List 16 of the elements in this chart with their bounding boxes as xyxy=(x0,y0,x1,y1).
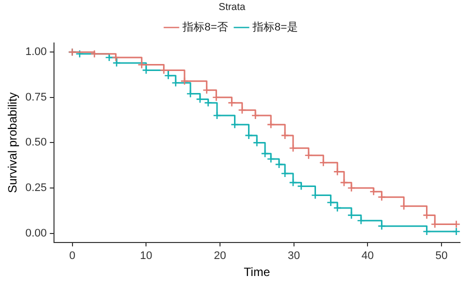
y-tick-label: 1.00 xyxy=(25,46,47,58)
y-tick-label: 0.50 xyxy=(25,136,47,149)
y-tick-label: 0.75 xyxy=(25,91,47,104)
legend-label: 指标8=是 xyxy=(252,22,298,34)
y-tick-label: 0.25 xyxy=(25,182,47,194)
x-tick-label: 50 xyxy=(435,250,448,262)
y-axis-title: Survival probability xyxy=(6,92,20,194)
legend-label: 指标8=否 xyxy=(181,22,228,34)
x-tick-label: 40 xyxy=(362,250,374,262)
x-tick-label: 20 xyxy=(214,250,226,262)
x-axis-title: Time xyxy=(244,265,270,280)
x-tick-label: 0 xyxy=(69,250,76,262)
x-tick-label: 10 xyxy=(140,250,152,262)
y-tick-label: 0.00 xyxy=(25,227,47,240)
legend-title: Strata xyxy=(218,2,246,13)
x-tick-label: 30 xyxy=(288,250,300,262)
